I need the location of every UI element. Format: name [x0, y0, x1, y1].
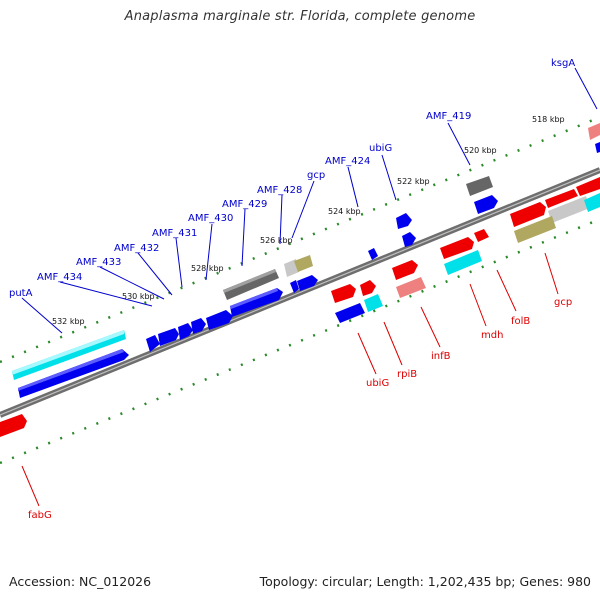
leader-lines: [21, 67, 598, 507]
gene-AMF_433: [146, 335, 160, 352]
gene-small-1: [290, 280, 299, 293]
map-title: Anaplasma marginale str. Florida, comple…: [124, 9, 476, 24]
gene-label: AMF_428: [257, 185, 302, 196]
gene-label: ubiG: [369, 143, 392, 154]
gene-mdh-cyan: [444, 250, 482, 275]
gene-mdh: [440, 237, 474, 259]
gene-ksgA: [595, 142, 600, 153]
gene-AMF_419-grey: [466, 176, 493, 196]
tick-label: 522 kbp: [397, 177, 430, 186]
tick-label: 530 kbp: [122, 292, 155, 301]
gene-folB: [474, 229, 489, 242]
reverse-gene-labels: gcp folB mdh infB rpiB ubiG fabG: [28, 297, 572, 521]
gene-red-5: [360, 280, 376, 296]
genome-summary-text: Topology: circular; Length: 1,202,435 bp…: [259, 574, 591, 589]
gene-small-2: [297, 275, 318, 291]
gene-AMF_429-grey: [223, 269, 279, 300]
gene-label: AMF_419: [426, 111, 471, 122]
gene-red-3: [576, 177, 600, 196]
tick-label: 524 kbp: [328, 207, 361, 216]
gene-label: AMF_434: [37, 272, 82, 283]
tick-label: 532 kbp: [52, 317, 85, 326]
gene-label: gcp: [554, 297, 572, 308]
gene-red-2: [545, 189, 578, 208]
gene-label: fabG: [28, 510, 52, 521]
gene-label: AMF_431: [152, 228, 197, 239]
gene-label: putA: [9, 288, 33, 299]
reverse-strand-genes: [0, 177, 600, 437]
gene-label: ksgA: [551, 58, 575, 69]
gene-label: mdh: [481, 330, 503, 341]
gene-red-4: [331, 284, 356, 303]
gene-gcp-khaki: [294, 255, 313, 272]
tick-labels: 518 kbp 520 kbp 522 kbp 524 kbp 526 kbp …: [52, 115, 565, 326]
gene-infB: [396, 277, 426, 298]
gene-label: AMF_429: [222, 199, 267, 210]
gene-label: rpiB: [397, 369, 417, 380]
gene-label: AMF_424: [325, 156, 370, 167]
gene-AMF_430: [206, 310, 233, 330]
gene-fabG: [0, 414, 27, 437]
gene-ksgA-pink: [588, 123, 600, 140]
tick-label: 520 kbp: [464, 146, 497, 155]
gene-rpiB: [364, 294, 383, 312]
gene-label: gcp: [307, 170, 325, 181]
gene-ubiG: [396, 213, 412, 229]
gene-label: AMF_432: [114, 243, 159, 254]
gene-small-3: [368, 248, 378, 260]
gene-ubiG-rev: [335, 303, 365, 323]
gene-AMF_428: [230, 288, 283, 317]
accession-text: Accession: NC_012026: [9, 574, 152, 589]
forward-gene-labels: ksgA AMF_419 ubiG AMF_424 gcp AMF_428 AM…: [9, 58, 575, 299]
gene-AMF_432: [158, 328, 179, 346]
gene-label: ubiG: [366, 378, 389, 389]
gene-lightgrey-2: [548, 196, 590, 223]
tick-label: 526 kbp: [260, 236, 293, 245]
gene-AMF_431: [178, 323, 193, 340]
gene-red-1: [510, 202, 546, 227]
gene-AMF_419: [474, 195, 498, 214]
backbone: [0, 167, 600, 418]
gene-label: AMF_433: [76, 257, 121, 268]
gene-label: folB: [511, 316, 530, 327]
forward-strand-genes: [12, 123, 600, 398]
tick-track-upper: [0, 116, 599, 364]
gene-AMF_434: [18, 349, 129, 398]
gene-AMF_424: [402, 232, 416, 247]
gene-cyan-edge: [584, 193, 600, 212]
tick-label: 518 kbp: [532, 115, 565, 124]
gene-label: infB: [431, 351, 451, 362]
gene-infB-red: [392, 260, 418, 280]
gene-gcp-rev: [514, 216, 556, 243]
gene-AMF_430a: [191, 318, 206, 334]
gene-label: AMF_430: [188, 213, 233, 224]
